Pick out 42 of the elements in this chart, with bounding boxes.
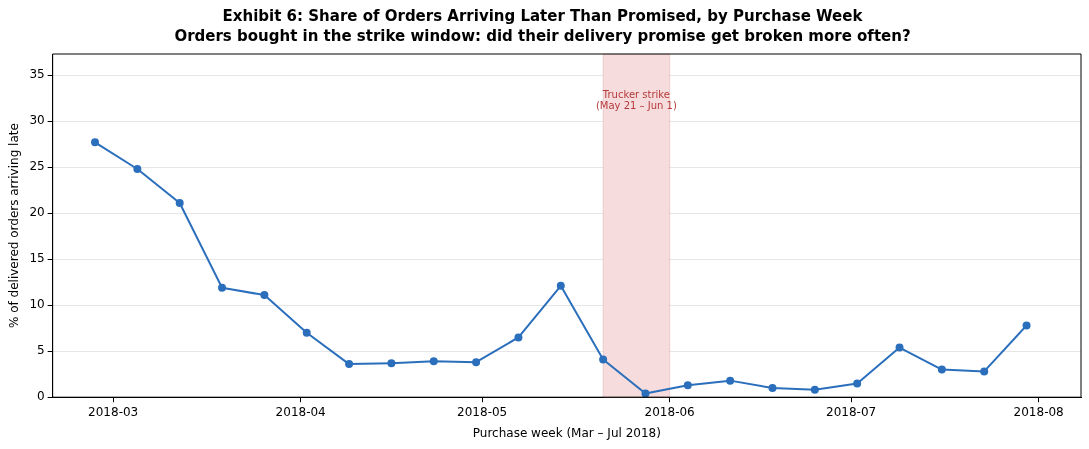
point (472, 358, 481, 367)
chart-title: Exhibit 6: Share of Orders Arriving Later Than Promised, by Purchase Week (222, 6, 864, 25)
point (895, 343, 904, 352)
point (937, 365, 946, 374)
y-tick-label: 20 (29, 205, 45, 220)
point (514, 333, 523, 342)
point (599, 355, 608, 364)
point (218, 283, 227, 292)
point (810, 385, 819, 394)
point (683, 381, 692, 390)
y-tick-label: 0 (37, 389, 45, 404)
y-tick-label: 10 (29, 297, 45, 312)
chart-subtitle: Orders bought in the strike window: did their delivery promise get broken more often? (174, 26, 911, 45)
x-axis-title: Purchase week (Mar – Jul 2018) (472, 425, 661, 440)
point (345, 360, 354, 369)
y-tick-label: 35 (29, 67, 45, 82)
point (768, 384, 777, 392)
point (133, 165, 142, 174)
point (260, 291, 269, 300)
point (726, 376, 735, 385)
point (429, 357, 438, 366)
x-tick-label: 2018-03 (88, 404, 139, 419)
y-axis-title: % of delivered orders arriving late (7, 123, 22, 329)
point (980, 367, 989, 376)
point (175, 199, 184, 208)
x-tick-label: 2018-06 (644, 404, 695, 419)
x-tick-label: 2018-08 (1013, 404, 1064, 419)
band-label: Trucker strike (May 21 – Jun 1) (595, 88, 677, 111)
x-tick-label: 2018-07 (826, 404, 877, 419)
y-tick-label: 25 (29, 159, 45, 174)
x-tick-label: 2018-04 (275, 404, 326, 419)
point (641, 389, 650, 398)
y-tick-label: 5 (37, 343, 45, 358)
point (556, 281, 565, 290)
x-tick-label: 2018-05 (457, 404, 508, 419)
point (91, 138, 100, 147)
y-tick-label: 30 (29, 113, 45, 128)
point (1022, 321, 1031, 330)
point (853, 379, 862, 388)
point (387, 359, 396, 368)
y-tick-label: 15 (29, 251, 45, 266)
point (302, 328, 311, 337)
